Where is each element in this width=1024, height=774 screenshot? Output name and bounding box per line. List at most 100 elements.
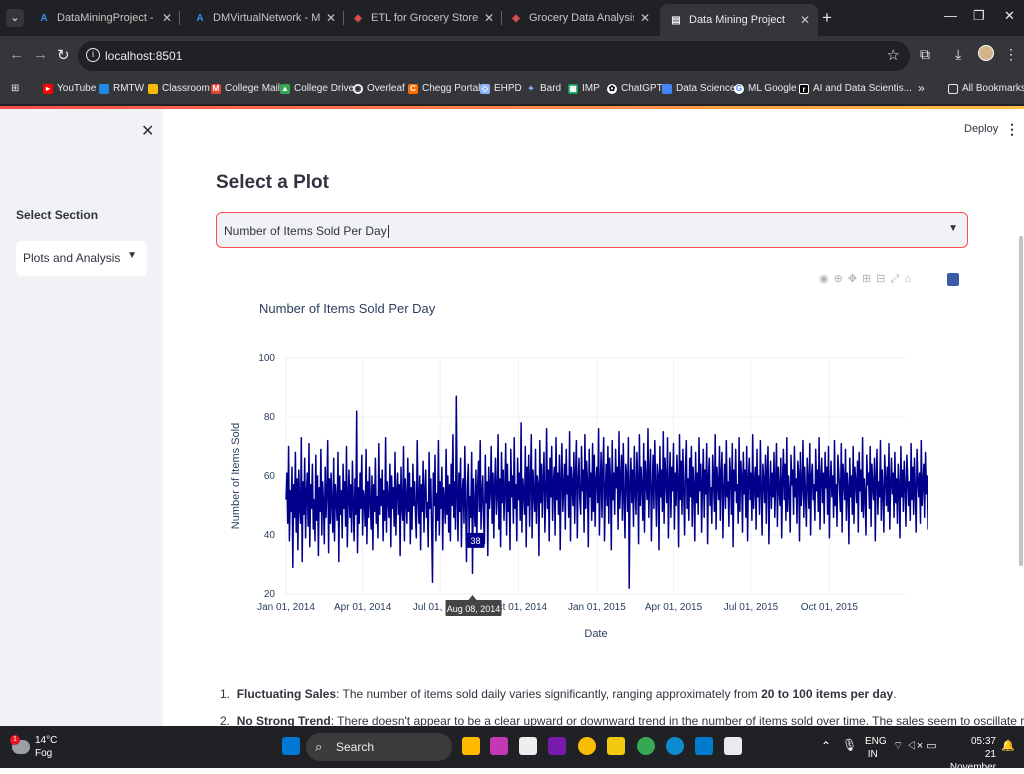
bookmark-label: Data Science: [676, 83, 736, 94]
powerbi-icon[interactable]: [607, 737, 625, 755]
profile-avatar[interactable]: [978, 45, 994, 61]
bookmark-rmtw[interactable]: RMTW: [99, 83, 144, 94]
bookmark-label: YouTube: [57, 83, 97, 94]
all-bookmarks-folder[interactable]: All Bookmarks: [948, 83, 1024, 94]
notification-bell-icon[interactable]: 🔔: [1001, 740, 1015, 752]
browser-chrome: ⌄ A DataMiningProject - Microsoft ✕ A DM…: [0, 0, 1024, 108]
store-icon[interactable]: [519, 737, 537, 755]
microphone-icon[interactable]: 🎙: [842, 738, 858, 752]
series-line[interactable]: [285, 395, 928, 589]
hover-date-label: Aug 08, 2014: [447, 604, 501, 614]
language-indicator[interactable]: ENG IN: [865, 736, 887, 760]
tab-search-button[interactable]: ⌄: [6, 9, 24, 27]
edge-icon[interactable]: [666, 737, 684, 755]
tray-chevron-icon[interactable]: ⌃: [821, 739, 832, 753]
extensions-icon[interactable]: ⧉: [920, 46, 930, 62]
bookmark-overleaf[interactable]: ◉ Overleaf: [353, 83, 405, 94]
menu-kebab-icon[interactable]: ⋮: [1004, 46, 1018, 62]
search-icon: ⌕: [315, 739, 323, 754]
download-icon[interactable]: ⤓: [955, 46, 962, 62]
address-bar[interactable]: i localhost:8501 ☆: [78, 41, 910, 71]
restore-button[interactable]: ❐: [973, 8, 985, 23]
bookmark-label: Chegg Portal: [422, 83, 481, 94]
url-text[interactable]: localhost:8501: [105, 49, 183, 63]
deploy-button[interactable]: Deploy: [964, 123, 999, 135]
observation-item: 2. No Strong Trend: There doesn't appear…: [220, 714, 1024, 726]
bookmark-college-mail[interactable]: M College Mail: [211, 83, 280, 94]
wifi-volume-battery-icons[interactable]: ⌔ ◁× ▭: [893, 740, 937, 752]
bookmark-chegg[interactable]: C Chegg Portal: [408, 83, 480, 94]
y-tick-label: 40: [264, 530, 276, 541]
y-tick-label: 20: [264, 589, 276, 600]
page-scrollbar[interactable]: [1019, 236, 1023, 566]
plotly-logo-icon[interactable]: [947, 273, 959, 286]
main-content: Deploy ⋮ Select a Plot Number of Items S…: [163, 109, 1024, 726]
bookmark-label: Overleaf: [367, 83, 405, 94]
clock[interactable]: 05:37 21 November: [949, 736, 996, 773]
bookmark-college-drive[interactable]: ▲ College Drive: [280, 83, 354, 94]
back-button[interactable]: ←: [9, 46, 24, 63]
plot-select[interactable]: Number of Items Sold Per Day ▼: [216, 212, 968, 248]
bookmark-label: ChatGPT: [621, 83, 663, 94]
tab-etl-grocery[interactable]: ◈ ETL for Grocery Store Transactio ✕: [342, 4, 502, 32]
close-icon[interactable]: ✕: [325, 11, 336, 25]
bookmark-ml-google[interactable]: G ML Google: [734, 83, 797, 94]
x-tick-label: Oct 01, 2015: [801, 602, 859, 613]
bookmark-label: College Drive: [294, 83, 355, 94]
weather-widget[interactable]: 1 14°C Fog: [10, 734, 57, 760]
bookmark-label: EHPD: [494, 83, 522, 94]
hover-value-label: 38: [471, 536, 481, 546]
line-chart[interactable]: Number of Items Sold Per Day 20 40 60 80 100…: [228, 294, 928, 649]
chevron-down-icon: ▼: [948, 223, 958, 234]
file-explorer-icon[interactable]: [462, 737, 480, 755]
x-axis-ticks: Jan 01, 2014 Apr 01, 2014 Jul 01, 2014 Oct …: [257, 602, 858, 613]
plot-select-value: Number of Items Sold Per Day: [224, 224, 387, 238]
tab-grocery-data-analysis[interactable]: ◈ Grocery Data Analysis and Asso ✕: [500, 4, 658, 32]
tab-dm-virtual-network[interactable]: A DMVirtualNetwork - Microsoft ✕: [184, 4, 344, 32]
chrome-icon[interactable]: [578, 737, 596, 755]
close-icon[interactable]: ✕: [639, 11, 650, 25]
chrome-active-icon[interactable]: [637, 737, 655, 755]
close-icon[interactable]: ✕: [141, 123, 155, 140]
bookmark-label: IMP: [582, 83, 600, 94]
bookmark-chatgpt[interactable]: ✿ ChatGPT: [607, 83, 663, 94]
windows-start-icon[interactable]: [282, 737, 300, 755]
git-icon: ◈: [512, 12, 520, 24]
bookmark-bard[interactable]: ✦ Bard: [526, 83, 561, 94]
bookmark-classroom[interactable]: Classroom: [148, 83, 210, 94]
onenote-icon[interactable]: [548, 737, 566, 755]
section-select[interactable]: Plots and Analysis ▼: [16, 241, 147, 276]
bookmark-data-science[interactable]: Data Science: [662, 83, 735, 94]
chegg-icon: C: [408, 83, 418, 94]
close-icon[interactable]: ✕: [161, 11, 172, 25]
new-tab-button[interactable]: +: [822, 8, 832, 27]
tab-data-mining-project[interactable]: ▤ Data Mining Project ✕: [660, 4, 818, 36]
tab-datamining-project-azure[interactable]: A DataMiningProject - Microsoft ✕: [28, 4, 180, 32]
snipping-tool-icon[interactable]: [724, 737, 742, 755]
tab-title: ETL for Grocery Store Transactio: [371, 12, 478, 24]
close-window-button[interactable]: ✕: [1004, 8, 1015, 23]
copilot-icon[interactable]: [490, 737, 508, 755]
close-icon[interactable]: ✕: [799, 13, 810, 27]
x-tick-label: Jan 01, 2014: [257, 602, 315, 613]
text-cursor: [387, 225, 389, 239]
minimize-button[interactable]: —: [944, 8, 957, 23]
bookmark-star-icon[interactable]: ☆: [886, 47, 900, 64]
main-menu-icon[interactable]: ⋮: [1005, 121, 1019, 137]
bookmark-ai-data-scientist[interactable]: r AI and Data Scientis...: [799, 83, 912, 94]
more-bookmarks-chevron-icon[interactable]: »: [918, 81, 925, 95]
azure-icon: A: [40, 12, 48, 24]
info-icon[interactable]: i: [86, 48, 100, 62]
bookmark-imp[interactable]: ▦ IMP: [568, 83, 600, 94]
close-icon[interactable]: ✕: [483, 11, 494, 25]
taskbar-search[interactable]: ⌕ Search: [306, 733, 452, 761]
apps-grid-icon[interactable]: ⊞: [11, 83, 20, 94]
ehpd-icon: ◇: [480, 83, 490, 94]
vscode-icon[interactable]: [695, 737, 713, 755]
hover-value-box: [466, 532, 485, 548]
bookmark-ehpd[interactable]: ◇ EHPD: [480, 83, 522, 94]
bookmark-youtube[interactable]: ▸ YouTube: [43, 83, 96, 94]
forward-button[interactable]: →: [33, 46, 48, 63]
plot-modebar[interactable]: ◉⊕✥⊞⊟⤢⌂: [819, 273, 916, 285]
reload-button[interactable]: ↻: [57, 47, 70, 64]
